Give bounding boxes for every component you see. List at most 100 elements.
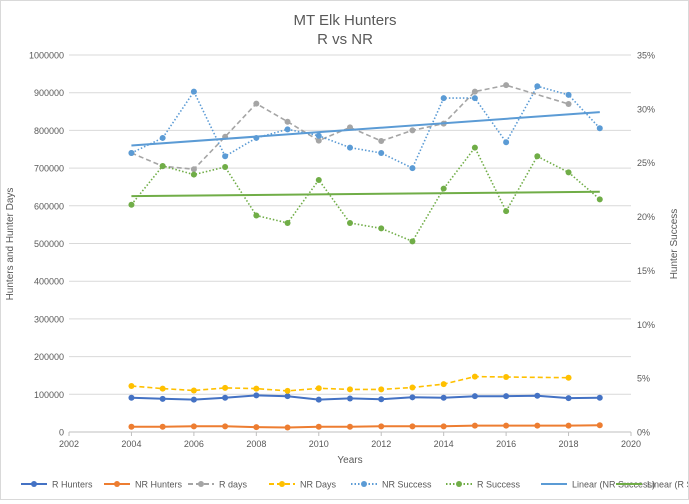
x-tick-label: 2016: [496, 439, 516, 449]
x-tick-label: 2008: [246, 439, 266, 449]
y2-tick-label: 30%: [637, 104, 655, 114]
point-nr-hunters: [222, 423, 229, 430]
point-nr-hunters: [159, 423, 166, 430]
point-nr-hunters: [440, 423, 447, 430]
y2-tick-label: 20%: [637, 212, 655, 222]
y-tick-label: 700000: [34, 164, 64, 174]
point-nr-success: [190, 88, 197, 95]
point-r-hunters: [503, 393, 510, 400]
point-r-days: [378, 137, 385, 144]
x-tick-label: 2006: [184, 439, 204, 449]
series-line-nr-hunters: [131, 424, 600, 429]
point-r-success: [128, 201, 135, 208]
point-r-success: [503, 208, 510, 215]
legend-marker-r-hunters: [31, 481, 37, 487]
legend-marker-nr-days: [279, 481, 285, 487]
legend-label-linear-r-success: Linear (R Success): [647, 480, 688, 490]
point-r-hunters: [378, 396, 385, 403]
point-r-success: [440, 185, 447, 192]
point-r-success: [565, 169, 572, 176]
point-nr-success: [471, 95, 478, 102]
legend-marker-r-days: [198, 481, 204, 487]
y-tick-label: 400000: [34, 277, 64, 287]
point-r-days: [409, 127, 416, 134]
series-line-r-days: [131, 84, 569, 171]
point-nr-success: [222, 153, 229, 160]
y-tick-label: 300000: [34, 314, 64, 324]
series-layer: [128, 82, 603, 431]
point-r-success: [471, 144, 478, 151]
point-r-success: [284, 220, 291, 227]
y2-tick-label: 0%: [637, 428, 650, 438]
point-nr-success: [378, 150, 385, 157]
x-tick-label: 2002: [59, 439, 79, 449]
point-r-hunters: [440, 394, 447, 401]
axis-layer: 0 100000 200000 300000 400000 500000 600000 700…: [29, 51, 655, 450]
point-r-hunters: [565, 395, 572, 402]
point-r-hunters: [190, 396, 197, 403]
point-nr-success: [159, 134, 166, 141]
point-nr-hunters: [503, 422, 510, 429]
point-r-days: [503, 82, 510, 89]
point-r-hunters: [284, 393, 291, 400]
point-nr-days: [440, 381, 447, 388]
x-tick-label: 2014: [434, 439, 454, 449]
point-r-hunters: [471, 393, 478, 400]
legend-label-r-hunters: R Hunters: [52, 480, 93, 490]
y-tick-label: 800000: [34, 126, 64, 136]
point-r-days: [253, 100, 260, 107]
point-nr-success: [347, 144, 353, 151]
y2-tick-label: 35%: [637, 51, 655, 61]
x-tick-label: 2012: [371, 439, 391, 449]
point-nr-days: [284, 387, 291, 394]
y-tick-label: 500000: [34, 239, 64, 249]
point-r-success: [315, 176, 322, 183]
point-nr-success: [596, 125, 603, 132]
point-r-hunters: [159, 395, 166, 402]
point-nr-days: [222, 384, 229, 391]
x-tick-label: 2020: [621, 439, 641, 449]
point-nr-hunters: [315, 423, 322, 430]
point-nr-hunters: [347, 423, 353, 430]
point-r-hunters: [128, 394, 135, 401]
point-nr-days: [253, 385, 260, 392]
chart-title: MT Elk Hunters: [293, 12, 396, 29]
point-r-success: [253, 212, 260, 219]
point-nr-hunters: [378, 423, 385, 430]
y2-tick-label: 5%: [637, 374, 650, 384]
point-nr-days: [315, 385, 322, 392]
point-nr-days: [128, 383, 135, 390]
point-r-days: [190, 166, 197, 173]
series-line-nr-success: [131, 85, 601, 170]
legend-label-nr-days: NR Days: [300, 480, 337, 490]
point-nr-days: [565, 374, 572, 381]
point-nr-success: [128, 150, 135, 157]
chart-subtitle: R vs NR: [317, 31, 373, 48]
legend-marker-r-success: [456, 481, 462, 487]
point-r-days: [284, 118, 291, 125]
point-r-success: [596, 196, 603, 203]
x-tick-label: 2010: [309, 439, 329, 449]
point-nr-hunters: [284, 424, 291, 431]
point-nr-hunters: [565, 422, 572, 429]
point-r-hunters: [315, 396, 322, 403]
point-nr-days: [378, 386, 385, 393]
point-nr-days: [190, 387, 197, 394]
point-nr-success: [440, 95, 447, 102]
point-nr-hunters: [128, 423, 135, 430]
point-r-days: [565, 101, 572, 108]
legend-label-linear-nr-success: Linear (NR Success): [572, 480, 655, 490]
point-r-hunters: [534, 392, 541, 399]
point-nr-days: [347, 386, 353, 393]
legend-label-r-days: R days: [219, 480, 248, 490]
y-tick-label: 1000000: [29, 51, 64, 61]
point-r-success: [347, 220, 353, 227]
y-axis-label: Hunters and Hunter Days: [5, 188, 16, 301]
point-r-hunters: [409, 394, 416, 401]
point-nr-hunters: [534, 422, 541, 429]
point-nr-hunters: [471, 422, 478, 429]
x-axis-label: Years: [337, 455, 362, 466]
point-nr-days: [409, 384, 416, 391]
point-nr-hunters: [596, 422, 603, 429]
y-tick-label: 600000: [34, 201, 64, 211]
